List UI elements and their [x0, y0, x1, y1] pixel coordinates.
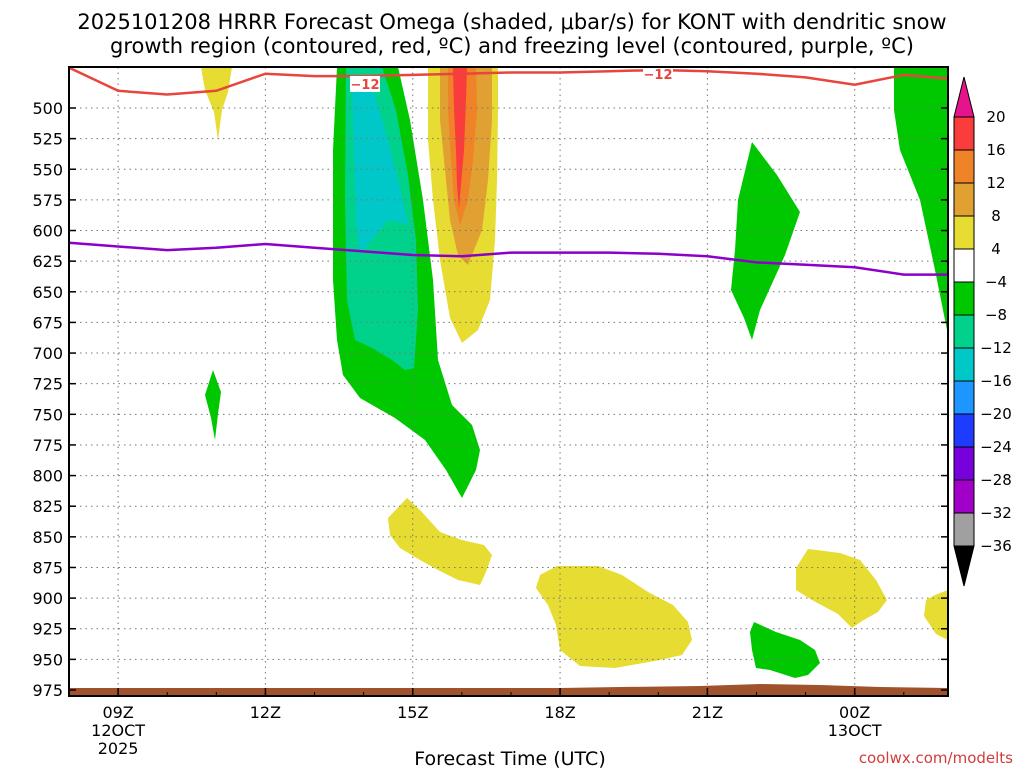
colorbar-swatch-9 — [953, 413, 975, 448]
colorbar-label-3: 8 — [991, 207, 1001, 225]
x-tick-sublabel-date: 13OCT — [828, 721, 882, 740]
y-tick-label-850: 850 — [32, 528, 63, 547]
dendritic-snow-contour-line — [68, 66, 949, 96]
shade-descent-900 — [536, 566, 692, 668]
shade-descent-upper-left — [201, 67, 232, 140]
shade-ascent-925-950 — [750, 622, 820, 678]
y-tick-label-700: 700 — [32, 344, 63, 363]
x-tick-label-21Z: 21Z — [692, 703, 723, 722]
shade-descent-800-850 — [388, 498, 492, 585]
chart-title-line2: growth region (contoured, red, ºC) and f… — [110, 34, 914, 58]
y-tick-label-650: 650 — [32, 283, 63, 302]
surface-terrain — [69, 684, 948, 696]
colorbar-swatch-8 — [953, 380, 975, 415]
omega-shading — [201, 67, 948, 678]
y-tick-label-900: 900 — [32, 589, 63, 608]
colorbar-label-0: 20 — [986, 108, 1005, 126]
y-tick-label-725: 725 — [32, 375, 63, 394]
y-tick-label-600: 600 — [32, 222, 63, 241]
colorbar-label-4: 4 — [991, 240, 1001, 258]
colorbar-swatch-0 — [953, 116, 975, 151]
colorbar-swatch-1 — [953, 149, 975, 184]
plot-border — [68, 66, 949, 697]
x-tick-label-12Z: 12Z — [250, 703, 281, 722]
y-tick-label-750: 750 — [32, 405, 63, 424]
y-tick-label-625: 625 — [32, 252, 63, 271]
x-tick-label-00Z: 00Z — [839, 703, 870, 722]
shade-descent-900-edge — [924, 590, 948, 640]
colorbar-swatch-6 — [953, 314, 975, 349]
colorbar-label-10: −24 — [980, 438, 1012, 456]
colorbar-label-1: 16 — [986, 141, 1005, 159]
shade-ascent-column-cyan — [352, 85, 408, 255]
colorbar-swatch-10 — [953, 446, 975, 481]
colorbar-label-8: −16 — [980, 372, 1012, 390]
y-tick-label-875: 875 — [32, 558, 63, 577]
y-tick-label-975: 975 — [32, 681, 63, 700]
colorbar-label-13: −36 — [980, 537, 1012, 555]
y-tick-label-825: 825 — [32, 497, 63, 516]
credit-text: coolwx.com/modelts — [859, 749, 1013, 767]
x-tick-label-15Z: 15Z — [397, 703, 428, 722]
shade-ascent-22z-upper — [731, 142, 800, 340]
x-tick-sublabel-year: 2025 — [98, 739, 139, 758]
colorbar-swatch-12 — [953, 512, 975, 547]
y-tick-label-675: 675 — [32, 313, 63, 332]
y-tick-label-950: 950 — [32, 650, 63, 669]
x-axis-label: Forecast Time (UTC) — [414, 748, 605, 768]
shade-descent-875-right — [796, 549, 887, 628]
snow-contour-label-2: −12 — [644, 68, 673, 83]
colorbar-label-12: −32 — [980, 504, 1012, 522]
y-tick-label-800: 800 — [32, 467, 63, 486]
colorbar-label-7: −12 — [980, 339, 1012, 357]
x-tick-label-18Z: 18Z — [544, 703, 575, 722]
colorbar-label-11: −28 — [980, 471, 1012, 489]
grid — [69, 67, 948, 696]
snow-contour-label-bg-2 — [643, 66, 673, 82]
x-tick-label-09Z: 09Z — [102, 703, 133, 722]
colorbar-swatch-2 — [953, 182, 975, 217]
colorbar-label-6: −8 — [985, 306, 1007, 324]
shade-descent-plume-red — [453, 67, 467, 208]
colorbar-swatch-3 — [953, 215, 975, 250]
y-tick-label-925: 925 — [32, 620, 63, 639]
x-tick-sublabel-date: 12OCT — [91, 721, 145, 740]
shade-ascent-small-700 — [205, 370, 221, 440]
colorbar-label-5: −4 — [985, 273, 1007, 291]
colorbar-swatch-4 — [953, 248, 975, 283]
y-axis: 500 525 550 575 600 625 650 675 700 725 750 775 800 8… — [32, 99, 948, 700]
colorbar-swatch-5 — [953, 281, 975, 316]
chart-title-line1: 2025101208 HRRR Forecast Omega (shaded, … — [77, 10, 946, 34]
y-tick-label-525: 525 — [32, 130, 63, 149]
colorbar-swatch-11 — [953, 479, 975, 514]
y-tick-label-575: 575 — [32, 191, 63, 210]
colorbar: 20 16 12 8 4 −4 −8 −12 −16 −20 −24 −28 −32 −36 — [953, 76, 1012, 587]
freezing-level-contour-line — [68, 241, 948, 276]
snow-contour-label-1: −12 — [351, 78, 380, 93]
colorbar-top-arrow — [953, 76, 975, 118]
colorbar-label-9: −20 — [980, 405, 1012, 423]
y-tick-label-550: 550 — [32, 160, 63, 179]
y-tick-label-500: 500 — [32, 99, 63, 118]
shade-ascent-right-edge — [894, 67, 948, 335]
snow-contour-label-bg-1 — [350, 76, 380, 92]
colorbar-label-2: 12 — [986, 174, 1005, 192]
colorbar-swatch-7 — [953, 347, 975, 382]
colorbar-bottom-arrow — [953, 545, 975, 587]
y-tick-label-775: 775 — [32, 436, 63, 455]
